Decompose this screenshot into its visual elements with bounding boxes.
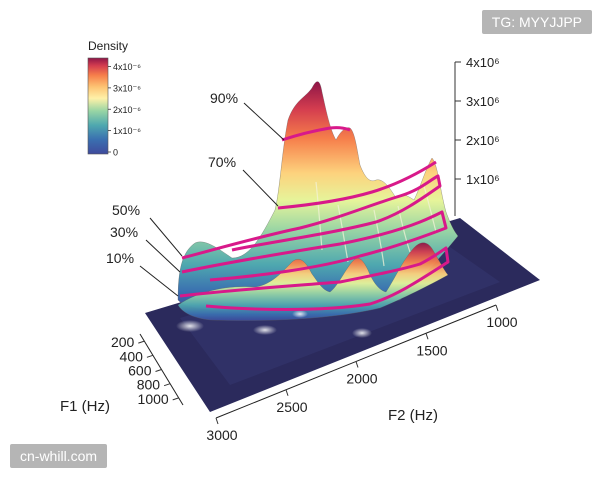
contour-labels: 90% 70% 50% 30% 10% xyxy=(106,90,285,297)
f1-axis-tick xyxy=(172,397,179,401)
f2-axis-tick-label: 2000 xyxy=(346,371,377,387)
z-axis-ticks: 4x10⁶ 3x10⁶ 2x10⁶ 1x10⁶ xyxy=(455,55,500,187)
f1-axis-tick xyxy=(146,354,154,358)
colorbar-tick-label: 0 xyxy=(113,148,118,158)
f2-axis-tick-label: 1500 xyxy=(416,342,447,358)
contour-50 xyxy=(181,174,442,260)
z-axis-tick-label: 2x10⁶ xyxy=(466,133,500,148)
f1-axis-tick-label: 600 xyxy=(128,363,152,379)
colorbar-tick-label: 4x10⁻⁶ xyxy=(113,62,141,72)
floor-highlight xyxy=(352,328,372,338)
f2-axis-tick xyxy=(215,417,219,425)
f2-axis-tick xyxy=(355,361,359,368)
f1-axis-tick-label: 400 xyxy=(120,348,144,364)
contour-90 xyxy=(281,126,351,142)
f2-axis-tick-label: 2500 xyxy=(276,399,307,415)
z-axis-tick-label: 1x10⁶ xyxy=(466,172,500,187)
contour-70 xyxy=(277,160,437,210)
contour-label-70: 70% xyxy=(208,154,236,170)
f2-axis-tick xyxy=(285,389,289,396)
leader-70 xyxy=(242,169,279,207)
f2-axis-tick-label: 1000 xyxy=(486,314,517,330)
z-axis-tick-label: 3x10⁶ xyxy=(466,94,500,109)
contour-lines xyxy=(179,126,450,311)
f1-axis-tick xyxy=(163,383,171,387)
leader-30 xyxy=(145,239,181,273)
leader-90 xyxy=(243,102,285,141)
watermark-tg: TG: MYYJJPP xyxy=(481,10,592,34)
z-axis-tick-label: 4x10⁶ xyxy=(466,55,500,70)
floor-highlight xyxy=(292,310,308,318)
f1-axis-tick xyxy=(155,369,162,372)
colorbar-tick-label: 3x10⁻⁶ xyxy=(113,83,141,93)
watermark-site: cn-whill.com xyxy=(10,444,108,468)
f1-axis-tick-label: 1000 xyxy=(138,391,169,407)
contour-label-50: 50% xyxy=(112,202,140,218)
contour-10 xyxy=(179,246,450,311)
f2-axis-label: F2 (Hz) xyxy=(388,407,438,424)
colorbar-tick-label: 1x10⁻⁶ xyxy=(113,126,141,136)
f2-axis-tick-label: 3000 xyxy=(206,427,237,443)
f1-axis-tick-label: 200 xyxy=(111,334,135,350)
f2-axis-tick xyxy=(495,304,499,312)
colorbar-title: Density xyxy=(88,39,128,53)
colorbar-tick-label: 2x10⁻⁶ xyxy=(113,105,141,115)
floor-highlight xyxy=(176,320,204,332)
f1-axis-tick xyxy=(138,340,145,344)
f2-axis-tick xyxy=(425,333,429,340)
f2-axis-ticks: 3000 2500 2000 1500 1000 xyxy=(206,304,518,443)
leader-50 xyxy=(149,217,183,257)
f1-axis-label: F1 (Hz) xyxy=(60,398,110,415)
floor-highlight xyxy=(253,325,277,335)
leader-10 xyxy=(139,265,179,297)
colorbar-gradient xyxy=(87,57,109,155)
contour-label-30: 30% xyxy=(110,224,138,240)
contour-30 xyxy=(181,210,448,282)
contour-label-10: 10% xyxy=(106,250,134,266)
contour-label-90: 90% xyxy=(210,90,238,106)
f1-axis-tick-label: 800 xyxy=(137,377,161,393)
colorbar: Density 4x10⁻⁶ 3x10⁻⁶ 2x10⁻⁶ 1x10⁻⁶ 0 xyxy=(87,39,141,158)
